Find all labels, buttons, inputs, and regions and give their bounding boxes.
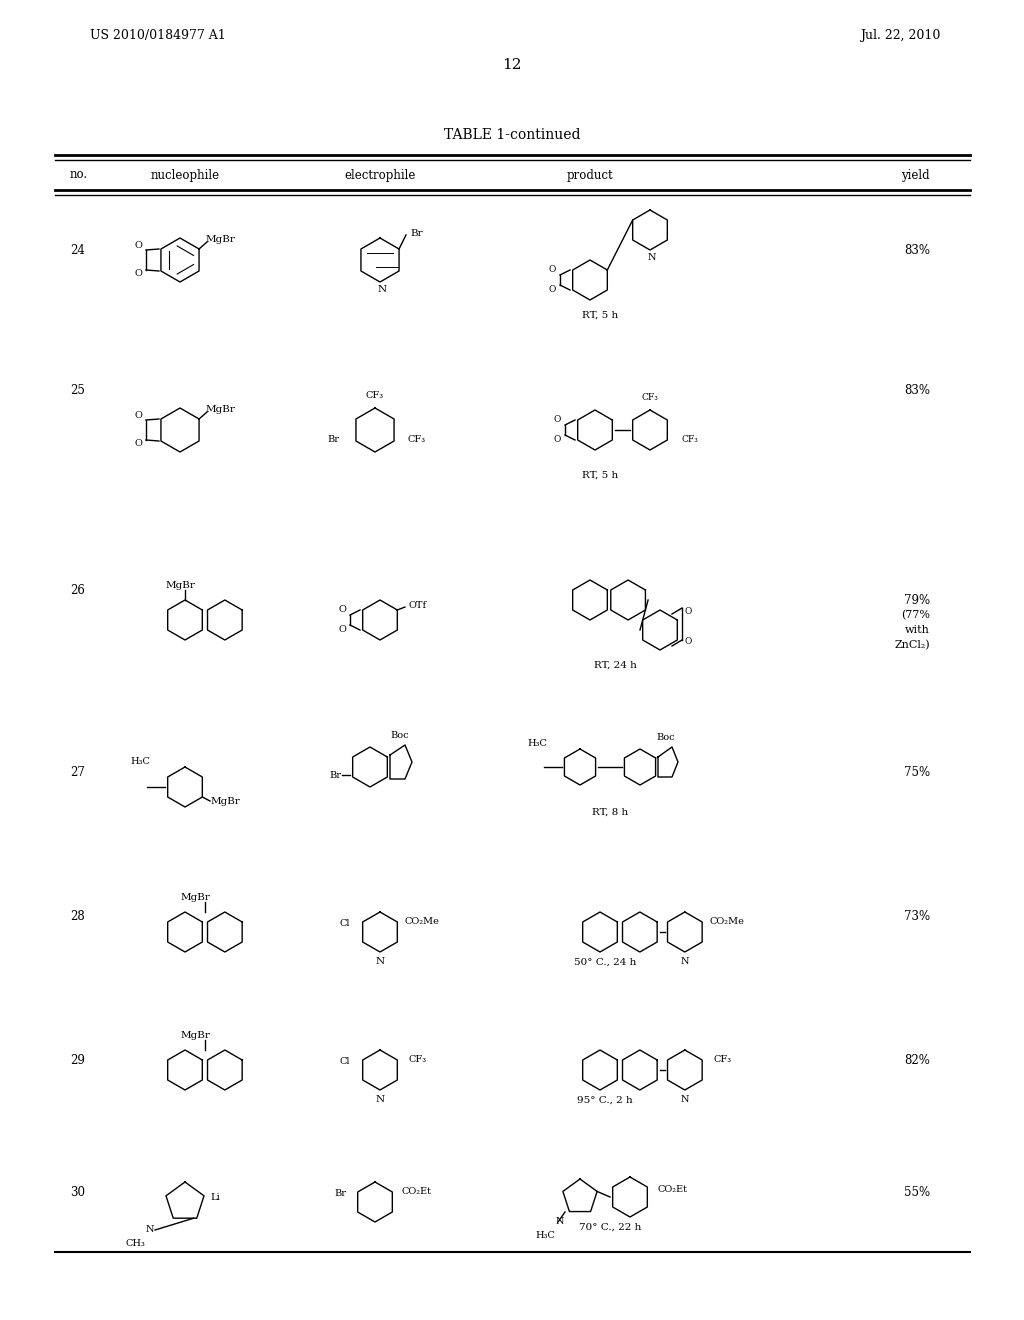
Text: CF₃: CF₃ xyxy=(682,436,698,445)
Text: Br: Br xyxy=(411,228,423,238)
Text: O: O xyxy=(134,269,142,279)
Text: 50° C., 24 h: 50° C., 24 h xyxy=(573,957,636,966)
Text: CO₂Me: CO₂Me xyxy=(710,917,744,927)
Text: N: N xyxy=(556,1217,564,1226)
Text: O: O xyxy=(684,638,691,647)
Text: 83%: 83% xyxy=(904,384,930,396)
Text: CO₂Me: CO₂Me xyxy=(404,917,439,927)
Text: no.: no. xyxy=(70,169,88,181)
Text: MgBr: MgBr xyxy=(180,892,210,902)
Text: 55%: 55% xyxy=(904,1185,930,1199)
Text: OTf: OTf xyxy=(409,602,427,610)
Text: MgBr: MgBr xyxy=(210,797,240,807)
Text: Boc: Boc xyxy=(391,730,410,739)
Text: Cl: Cl xyxy=(340,920,350,928)
Text: O: O xyxy=(548,285,556,294)
Text: N: N xyxy=(681,1096,689,1105)
Text: CF₃: CF₃ xyxy=(714,1056,732,1064)
Text: 29: 29 xyxy=(70,1053,85,1067)
Text: CO₂Et: CO₂Et xyxy=(402,1188,432,1196)
Text: H₃C: H₃C xyxy=(527,739,547,748)
Text: O: O xyxy=(338,626,346,635)
Text: nucleophile: nucleophile xyxy=(151,169,219,181)
Text: US 2010/0184977 A1: US 2010/0184977 A1 xyxy=(90,29,225,41)
Text: Li: Li xyxy=(210,1192,220,1201)
Text: O: O xyxy=(553,416,561,425)
Text: RT, 8 h: RT, 8 h xyxy=(592,808,628,817)
Text: RT, 5 h: RT, 5 h xyxy=(582,310,618,319)
Text: N: N xyxy=(681,957,689,966)
Text: 12: 12 xyxy=(502,58,522,73)
Text: product: product xyxy=(566,169,613,181)
Text: N: N xyxy=(376,1096,385,1105)
Text: CO₂Et: CO₂Et xyxy=(657,1184,687,1193)
Text: O: O xyxy=(338,606,346,615)
Text: N: N xyxy=(376,957,385,966)
Text: O: O xyxy=(548,265,556,275)
Text: MgBr: MgBr xyxy=(205,235,234,244)
Text: 75%: 75% xyxy=(904,766,930,779)
Text: CF₃: CF₃ xyxy=(366,392,384,400)
Text: RT, 5 h: RT, 5 h xyxy=(582,470,618,479)
Text: RT, 24 h: RT, 24 h xyxy=(594,660,637,669)
Text: 79%: 79% xyxy=(904,594,930,606)
Text: N: N xyxy=(378,285,387,294)
Text: CH₃: CH₃ xyxy=(125,1239,145,1249)
Text: Boc: Boc xyxy=(656,733,675,742)
Text: 30: 30 xyxy=(70,1185,85,1199)
Text: O: O xyxy=(134,242,142,251)
Text: Cl: Cl xyxy=(340,1057,350,1067)
Text: electrophile: electrophile xyxy=(344,169,416,181)
Text: 73%: 73% xyxy=(904,911,930,924)
Text: Br: Br xyxy=(327,436,339,445)
Text: TABLE 1-continued: TABLE 1-continued xyxy=(443,128,581,143)
Text: ZnCl₂): ZnCl₂) xyxy=(894,640,930,651)
Text: Br: Br xyxy=(334,1189,346,1199)
Text: 28: 28 xyxy=(70,911,85,924)
Text: (77%: (77% xyxy=(901,610,930,620)
Text: 83%: 83% xyxy=(904,243,930,256)
Text: O: O xyxy=(684,607,691,616)
Text: N: N xyxy=(145,1225,155,1234)
Text: MgBr: MgBr xyxy=(180,1031,210,1040)
Text: N: N xyxy=(648,253,656,263)
Text: 70° C., 22 h: 70° C., 22 h xyxy=(579,1222,641,1232)
Text: O: O xyxy=(134,440,142,449)
Text: yield: yield xyxy=(901,169,930,181)
Text: CF₃: CF₃ xyxy=(408,436,426,445)
Text: O: O xyxy=(553,436,561,445)
Text: O: O xyxy=(134,412,142,421)
Text: 82%: 82% xyxy=(904,1053,930,1067)
Text: with: with xyxy=(905,624,930,635)
Text: 24: 24 xyxy=(70,243,85,256)
Text: 27: 27 xyxy=(70,766,85,779)
Text: Br: Br xyxy=(329,771,341,780)
Text: MgBr: MgBr xyxy=(165,581,195,590)
Text: CF₃: CF₃ xyxy=(642,393,658,403)
Text: H₃C: H₃C xyxy=(130,758,150,767)
Text: MgBr: MgBr xyxy=(205,405,234,414)
Text: H₃C: H₃C xyxy=(536,1230,555,1239)
Text: 25: 25 xyxy=(70,384,85,396)
Text: 26: 26 xyxy=(70,583,85,597)
Text: 95° C., 2 h: 95° C., 2 h xyxy=(578,1096,633,1105)
Text: Jul. 22, 2010: Jul. 22, 2010 xyxy=(859,29,940,41)
Text: CF₃: CF₃ xyxy=(409,1056,427,1064)
